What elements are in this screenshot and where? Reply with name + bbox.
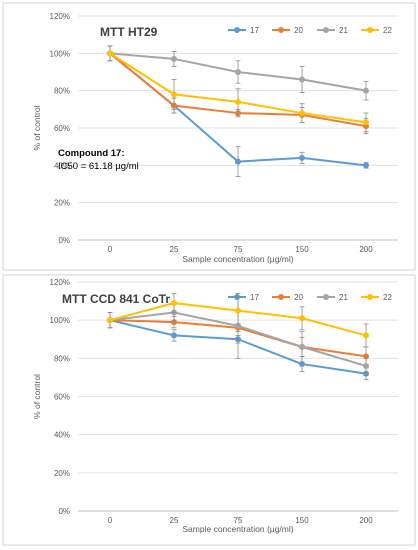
legend-marker [323, 27, 329, 33]
chart-title: MTT HT29 [100, 25, 158, 39]
y-tick-label: 20% [54, 469, 70, 478]
legend-marker [367, 27, 373, 33]
annotation-ic50: IC50 = 61.18 µg/ml [58, 161, 139, 172]
y-tick-label: 60% [54, 124, 70, 133]
legend-entry: 20 [272, 26, 303, 35]
data-point [299, 110, 305, 117]
legend-marker [234, 27, 240, 33]
data-point [299, 361, 305, 368]
data-point [107, 50, 113, 57]
data-point [299, 343, 305, 350]
y-tick-label: 100% [50, 49, 70, 58]
data-point [299, 76, 305, 83]
x-tick-label: 0 [108, 516, 113, 525]
y-tick-label: 80% [54, 354, 70, 363]
legend-label: 17 [250, 26, 259, 35]
data-point [363, 119, 369, 126]
legend-label: 22 [383, 293, 392, 302]
x-tick-label: 75 [234, 245, 243, 254]
y-tick-label: 0% [58, 507, 70, 516]
legend-label: 20 [294, 293, 303, 302]
x-axis-label: Sample concentration (µg/ml) [182, 254, 293, 264]
legend-entry: 22 [361, 293, 392, 302]
y-tick-label: 120% [50, 278, 70, 287]
legend-marker [278, 27, 284, 33]
series-22 [107, 293, 369, 348]
legend-marker [278, 294, 284, 300]
x-tick-label: 200 [359, 245, 373, 254]
data-point [235, 98, 241, 105]
legend-entry: 20 [272, 293, 303, 302]
x-tick-label: 150 [295, 516, 309, 525]
data-point [363, 332, 369, 339]
legend-entry: 21 [317, 26, 348, 35]
x-axis-label: Sample concentration (µg/ml) [182, 524, 293, 534]
data-point [171, 299, 177, 306]
legend-entry: 17 [228, 26, 259, 35]
y-axis-label: % of control [32, 105, 42, 150]
data-point [299, 154, 305, 161]
y-tick-label: 0% [58, 236, 70, 245]
legend-label: 21 [339, 293, 348, 302]
data-point [107, 317, 113, 324]
x-tick-label: 0 [108, 245, 113, 254]
series-22 [107, 45, 369, 133]
data-point [171, 332, 177, 339]
chart-panel-1: 0% 20% 40% 60% 80% 100% 120% 0 25 75 150 200 Sample … [2, 2, 416, 271]
x-tick-label: 150 [295, 245, 309, 254]
y-tick-label: 40% [54, 431, 70, 440]
legend-marker [323, 294, 329, 300]
data-point [363, 162, 369, 169]
data-point [235, 322, 241, 329]
chart-title: MTT CCD 841 CoTr [62, 292, 170, 306]
legend-label: 20 [294, 26, 303, 35]
data-point [363, 87, 369, 94]
x-tick-label: 200 [359, 516, 373, 525]
legend-label: 21 [339, 26, 348, 35]
legend-entry: 22 [361, 26, 392, 35]
data-point [171, 91, 177, 98]
data-point [235, 69, 241, 75]
data-point [299, 315, 305, 322]
legend-label: 17 [250, 293, 259, 302]
legend-label: 22 [383, 26, 392, 35]
y-tick-label: 40% [54, 161, 70, 170]
data-point [171, 55, 177, 62]
annotation-compound: Compound 17: [58, 148, 125, 159]
y-axis-label: % of control [32, 374, 42, 419]
chart-panel-2: 0% 20% 40% 60% 80% 100% 120% 0 25 75 150 200 Sample … [2, 274, 416, 546]
legend-marker [367, 294, 373, 300]
x-tick-label: 25 [170, 516, 179, 525]
y-tick-label: 20% [54, 199, 70, 208]
x-tick-label: 25 [170, 245, 179, 254]
y-tick-label: 100% [50, 316, 70, 325]
x-tick-label: 75 [234, 516, 243, 525]
data-point [235, 307, 241, 314]
y-tick-label: 60% [54, 393, 70, 402]
data-point [363, 362, 369, 369]
legend-entry: 21 [317, 293, 348, 302]
y-tick-label: 80% [54, 87, 70, 96]
y-tick-label: 120% [50, 12, 70, 21]
data-point [235, 158, 241, 165]
